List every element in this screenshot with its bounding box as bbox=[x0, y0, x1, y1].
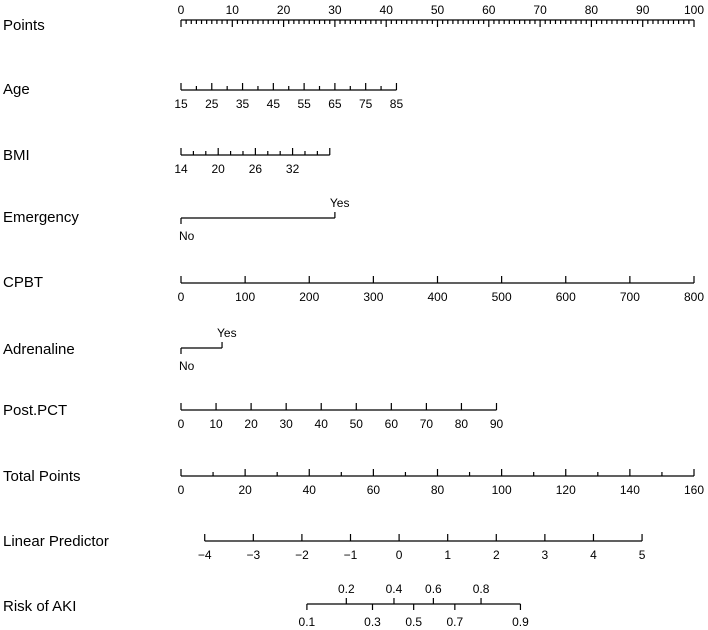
risk-of-aki-tick-label: 0.7 bbox=[447, 615, 464, 629]
points-tick-label: 30 bbox=[328, 3, 342, 17]
age-tick-label: 75 bbox=[359, 97, 373, 111]
risk-of-aki-row-label: Risk of AKI bbox=[3, 598, 76, 615]
cpbt-tick-label: 300 bbox=[363, 290, 383, 304]
points-tick-label: 10 bbox=[226, 3, 240, 17]
linear-predictor-tick-label: 0 bbox=[396, 548, 403, 562]
total-points-tick-label: 120 bbox=[556, 483, 576, 497]
emergency-category-label: Yes bbox=[330, 196, 350, 210]
total-points-tick-label: 0 bbox=[178, 483, 185, 497]
risk-of-aki-tick-label: 0.9 bbox=[512, 615, 529, 629]
points-tick-label: 50 bbox=[431, 3, 445, 17]
linear-predictor-tick-label: 5 bbox=[639, 548, 646, 562]
post-pct-tick-label: 90 bbox=[490, 417, 504, 431]
risk-of-aki-tick-label: 0.1 bbox=[299, 615, 316, 629]
points-tick-label: 20 bbox=[277, 3, 291, 17]
bmi-tick-label: 20 bbox=[212, 162, 226, 176]
linear-predictor-tick-label: −4 bbox=[198, 548, 212, 562]
risk-of-aki-tick-label: 0.5 bbox=[405, 615, 422, 629]
adrenaline-row-label: Adrenaline bbox=[3, 341, 75, 358]
total-points-row-label: Total Points bbox=[3, 468, 81, 485]
points-tick-label: 70 bbox=[533, 3, 547, 17]
post-pct-tick-label: 10 bbox=[209, 417, 223, 431]
points-tick-label: 40 bbox=[380, 3, 394, 17]
linear-predictor-tick-label: 3 bbox=[542, 548, 549, 562]
points-tick-label: 80 bbox=[585, 3, 599, 17]
post-pct-tick-label: 50 bbox=[350, 417, 364, 431]
post-pct-tick-label: 60 bbox=[385, 417, 399, 431]
post-pct-tick-label: 80 bbox=[455, 417, 469, 431]
linear-predictor-row-label: Linear Predictor bbox=[3, 533, 109, 550]
risk-of-aki-tick-label: 0.8 bbox=[473, 582, 490, 596]
emergency-category-label: No bbox=[179, 229, 195, 243]
post-pct-row-label: Post.PCT bbox=[3, 402, 67, 419]
linear-predictor-tick-label: −1 bbox=[344, 548, 358, 562]
cpbt-tick-label: 500 bbox=[492, 290, 512, 304]
emergency-row-label: Emergency bbox=[3, 209, 79, 226]
age-tick-label: 85 bbox=[390, 97, 404, 111]
bmi-tick-label: 14 bbox=[174, 162, 188, 176]
points-tick-label: 60 bbox=[482, 3, 496, 17]
bmi-tick-label: 32 bbox=[286, 162, 300, 176]
age-tick-label: 65 bbox=[328, 97, 342, 111]
cpbt-tick-label: 0 bbox=[178, 290, 185, 304]
cpbt-tick-label: 100 bbox=[235, 290, 255, 304]
points-tick-label: 0 bbox=[178, 3, 185, 17]
age-tick-label: 15 bbox=[174, 97, 188, 111]
bmi-row-label: BMI bbox=[3, 147, 30, 164]
risk-of-aki-tick-label: 0.2 bbox=[338, 582, 355, 596]
adrenaline-category-label: Yes bbox=[217, 326, 237, 340]
risk-of-aki-tick-label: 0.4 bbox=[386, 582, 403, 596]
post-pct-tick-label: 40 bbox=[315, 417, 329, 431]
total-points-tick-label: 100 bbox=[492, 483, 512, 497]
total-points-tick-label: 60 bbox=[367, 483, 381, 497]
total-points-tick-label: 160 bbox=[684, 483, 704, 497]
bmi-tick-label: 26 bbox=[249, 162, 263, 176]
points-tick-label: 100 bbox=[684, 3, 704, 17]
age-tick-label: 35 bbox=[236, 97, 250, 111]
age-tick-label: 45 bbox=[267, 97, 281, 111]
total-points-tick-label: 80 bbox=[431, 483, 445, 497]
total-points-tick-label: 20 bbox=[238, 483, 252, 497]
cpbt-tick-label: 700 bbox=[620, 290, 640, 304]
linear-predictor-tick-label: 4 bbox=[590, 548, 597, 562]
post-pct-tick-label: 70 bbox=[420, 417, 434, 431]
linear-predictor-tick-label: 1 bbox=[444, 548, 451, 562]
post-pct-tick-label: 30 bbox=[279, 417, 293, 431]
cpbt-row-label: CPBT bbox=[3, 274, 43, 291]
cpbt-tick-label: 400 bbox=[427, 290, 447, 304]
post-pct-tick-label: 0 bbox=[178, 417, 185, 431]
age-tick-label: 25 bbox=[205, 97, 219, 111]
points-row-label: Points bbox=[3, 17, 45, 34]
linear-predictor-tick-label: 2 bbox=[493, 548, 500, 562]
cpbt-tick-label: 600 bbox=[556, 290, 576, 304]
cpbt-tick-label: 800 bbox=[684, 290, 704, 304]
adrenaline-category-label: No bbox=[179, 359, 195, 373]
risk-of-aki-tick-label: 0.6 bbox=[425, 582, 442, 596]
linear-predictor-tick-label: −3 bbox=[246, 548, 260, 562]
age-tick-label: 55 bbox=[297, 97, 311, 111]
linear-predictor-tick-label: −2 bbox=[295, 548, 309, 562]
post-pct-tick-label: 20 bbox=[244, 417, 258, 431]
cpbt-tick-label: 200 bbox=[299, 290, 319, 304]
age-row-label: Age bbox=[3, 81, 30, 98]
total-points-tick-label: 140 bbox=[620, 483, 640, 497]
points-tick-label: 90 bbox=[636, 3, 650, 17]
risk-of-aki-tick-label: 0.3 bbox=[364, 615, 381, 629]
total-points-tick-label: 40 bbox=[303, 483, 317, 497]
